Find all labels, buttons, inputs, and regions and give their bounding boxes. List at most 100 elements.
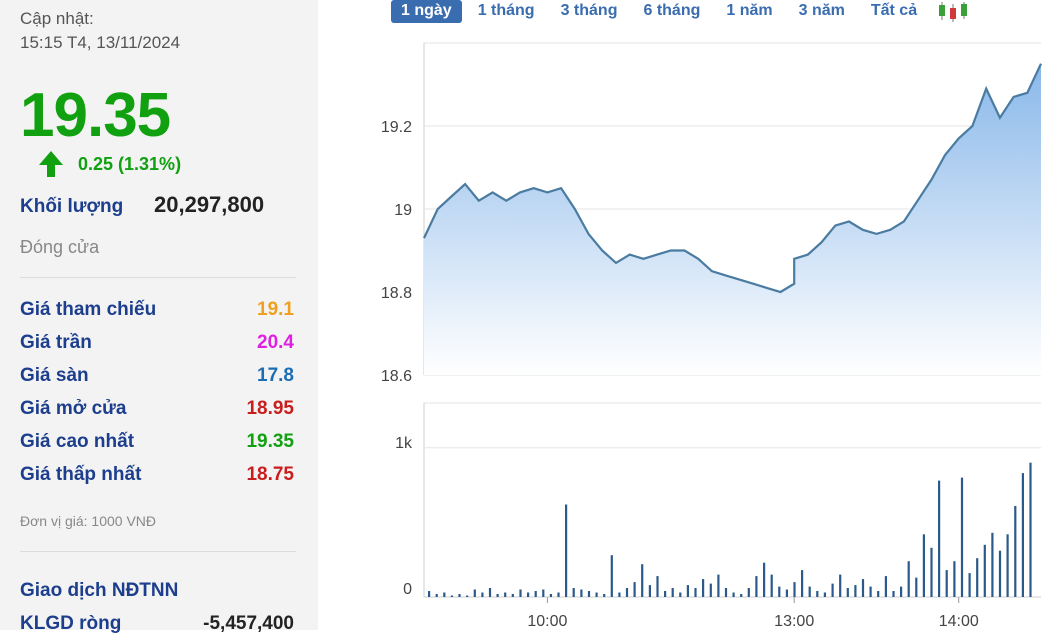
volume-bar [625,588,629,597]
volume-bar [930,547,933,597]
stat-value-floor: 17.8 [257,365,294,386]
current-price: 19.35 [20,81,171,150]
volume-bar [808,586,811,597]
volume-bar [793,582,796,597]
tab-1-year[interactable]: 1 năm [726,2,773,19]
volume-bar [511,594,514,597]
volume-bar [1014,506,1017,597]
volume-bar [770,574,773,597]
volume-bar [960,477,964,597]
volume-bar [679,592,682,597]
volume-bar [648,585,651,597]
tab-all[interactable]: Tất cả [870,2,918,19]
volume-bar [831,583,834,597]
volume-bar [656,576,659,597]
volume-value: 20,297,800 [154,192,265,217]
volume-bar [900,586,903,597]
volume-bar [801,570,804,597]
price-y-tick-label: 19.2 [381,119,412,136]
volume-bar [1021,473,1024,597]
volume-bar [747,588,750,597]
price-change-row: 0.25 (1.31%) [38,150,181,178]
volume-bar [1006,534,1009,597]
closed-status: Đóng cửa [20,237,100,257]
range-tabs: 1 ngày 1 tháng 3 tháng 6 tháng 1 năm 3 n… [391,0,971,23]
x-tick-label: 10:00 [527,613,567,630]
volume-bar [610,555,613,597]
volume-bar [861,579,865,597]
volume-bar [717,574,720,597]
volume-bar [534,591,537,597]
volume-bar [884,576,887,597]
volume-bar [839,574,842,597]
volume-bar [473,589,476,597]
volume-bar [557,592,560,597]
volume-bar [572,588,575,597]
volume-bar [458,594,461,597]
volume-bar [816,591,819,597]
volume-bar [778,586,781,597]
stat-label-open: Giá mở cửa [20,398,127,419]
volume-bar [694,588,697,597]
volume-bar [519,589,522,597]
volume-bar [671,588,674,597]
volume-bar [915,577,918,597]
volume-bar [991,532,994,597]
volume-bar [618,592,621,597]
volume-bar [527,592,530,597]
net-volume-value: -5,457,400 [203,613,294,634]
volume-bar [580,589,583,597]
volume-bar [968,573,971,597]
volume-bar [595,592,598,597]
volume-bar [983,544,986,597]
stat-label-floor: Giá sàn [20,365,89,386]
volume-bar [435,594,438,597]
volume-bar [664,591,667,597]
stat-value-open: 18.95 [246,398,294,419]
arrow-up-icon [39,151,63,177]
foreign-trade-title: Giao dịch NĐTNN [20,580,179,601]
price-area [424,63,1041,375]
volume-bar [740,594,743,597]
volume-bar [732,592,735,597]
volume-bar [763,562,766,597]
stat-label-reference: Giá tham chiếu [20,299,157,320]
volume-bar [450,595,453,597]
stat-value-low: 18.75 [246,464,294,485]
volume-bar [542,589,545,597]
volume-bar [869,586,872,597]
volume-bar [922,534,925,597]
volume-bar [854,585,857,597]
volume-bar [998,550,1002,597]
volume-bar [755,576,758,597]
divider [20,551,296,552]
stat-label-high: Giá cao nhất [20,431,135,452]
stat-value-reference: 19.1 [257,299,294,320]
tab-3-months[interactable]: 3 tháng [560,2,618,19]
volume-bar [549,594,552,597]
volume-bar [953,561,956,597]
stat-label-ceiling: Giá trần [20,332,92,353]
volume-bar [587,591,591,597]
tab-1-month[interactable]: 1 tháng [477,2,535,19]
update-label: Cập nhật: [20,9,94,28]
price-y-tick-label: 19 [394,202,412,219]
divider [20,277,296,278]
volume-bar [823,592,826,597]
volume-bar [686,585,689,597]
volume-bar [428,591,431,597]
x-tick-label: 14:00 [939,613,979,630]
volume-bar [488,588,492,597]
volume-bar [504,592,507,597]
volume-bar [877,591,880,597]
volume-bar [466,595,469,597]
tab-6-months[interactable]: 6 tháng [643,2,701,19]
volume-bar [938,480,941,597]
tab-1-day[interactable]: 1 ngày [391,0,462,23]
candlestick-chart-icon[interactable] [937,1,971,23]
volume-label: Khối lượng [20,196,124,217]
tab-3-years[interactable]: 3 năm [798,2,845,19]
volume-bar [565,504,568,597]
volume-bar [702,579,705,597]
